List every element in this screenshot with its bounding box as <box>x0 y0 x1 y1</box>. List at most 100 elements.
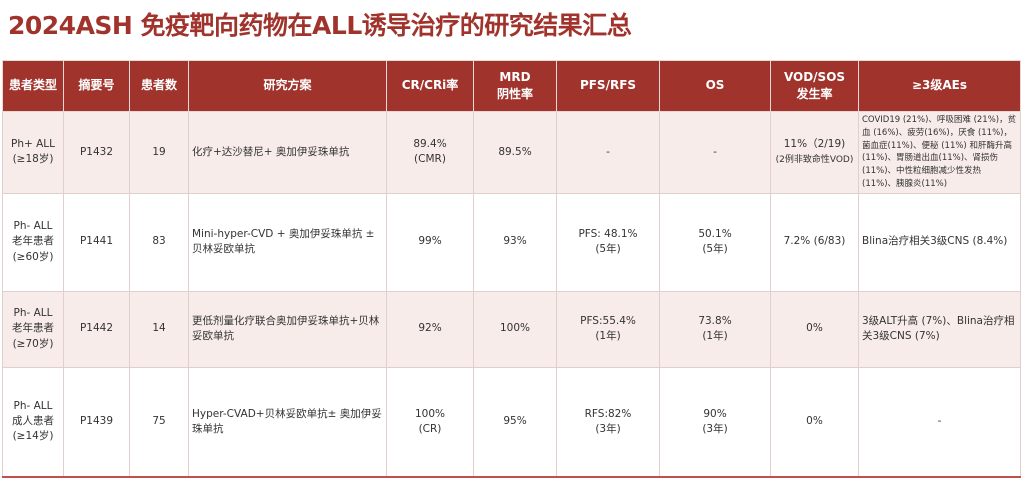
vod-cell: 0% <box>770 366 859 478</box>
mrd-cell: 100% <box>473 290 557 368</box>
patient-count-cell: 19 <box>129 111 189 194</box>
patient-type-cell-text: (≥14岁) <box>12 430 54 443</box>
mrd-cell-text: 100% <box>499 322 531 335</box>
results-table: 患者类型 摘要号 患者数 研究方案 CR/CRi率 MRD 阴性率 PFS/RFS OS VOD/… <box>2 60 1021 478</box>
header-mrd-rate: MRD 阴性率 <box>473 60 557 112</box>
patient-type-cell-text: (≥18岁) <box>12 153 54 166</box>
patient-type-cell-text: (≥70岁) <box>12 337 54 350</box>
aes-cell: - <box>858 366 1021 478</box>
pfs-cell-text: (5年) <box>595 243 621 255</box>
regimen-cell-text: 更低剂量化疗联合奥加伊妥珠单抗+贝林妥欧单抗 <box>192 314 380 342</box>
pfs-cell: PFS: 48.1% (5年) <box>556 192 660 292</box>
patient-type-cell-text: Ph- ALL <box>13 307 53 320</box>
vod-cell-text: 7.2% (6/83) <box>783 235 846 248</box>
os-cell-text: 90% <box>703 407 727 420</box>
pfs-cell: RFS:82% (3年) <box>556 366 660 478</box>
header-row: 患者类型 摘要号 患者数 研究方案 CR/CRi率 MRD 阴性率 PFS/RFS OS VOD/… <box>2 60 1021 112</box>
pfs-cell: PFS:55.4% (1年) <box>556 290 660 368</box>
os-cell: 73.8% (1年) <box>659 290 771 368</box>
abstract-cell-text: P1442 <box>79 322 114 335</box>
vod-cell-text: 11%（2/19) <box>783 138 846 151</box>
aes-cell: COVID19 (21%)、呼吸困难 (21%)，贫血 (16%)、疲劳(16%… <box>858 111 1021 194</box>
header-grade3-aes: ≥3级AEs <box>858 60 1021 112</box>
vod-cell: 7.2% (6/83) <box>770 192 859 292</box>
mrd-cell: 89.5% <box>473 111 557 194</box>
patient-count-cell-text: 83 <box>152 235 166 248</box>
header-pfs-rfs: PFS/RFS <box>556 60 660 112</box>
pfs-cell-text: (1年) <box>595 330 621 342</box>
os-cell: 90% (3年) <box>659 366 771 478</box>
patient-count-cell-text: 19 <box>152 145 166 158</box>
regimen-cell-text: 化疗+达沙替尼+ 奥加伊妥珠单抗 <box>192 145 350 158</box>
pfs-cell-text: - <box>606 145 610 158</box>
os-cell-text: (1年) <box>702 330 728 342</box>
os-cell-text: 50.1% <box>698 227 732 240</box>
regimen-cell-text: Hyper-CVAD+贝林妥欧单抗± 奥加伊妥珠单抗 <box>192 407 382 435</box>
mrd-cell: 95% <box>473 366 557 478</box>
os-cell-text: (5年) <box>702 243 728 255</box>
patient-count-cell: 14 <box>129 290 189 368</box>
patient-type-cell-text: 老年患者 <box>12 322 54 335</box>
table-row: Ph- ALL 老年患者 (≥60岁) P1441 83 Mini-hyper-CVD +… <box>2 192 1021 292</box>
aes-cell-text: Blina治疗相关3级CNS (8.4%) <box>862 235 1008 248</box>
table-row: Ph+ ALL (≥18岁) P1432 19 化疗+达沙替尼+ 奥加伊妥珠单抗 89.4… <box>2 111 1021 194</box>
header-cr-rate: CR/CRi率 <box>386 60 474 112</box>
pfs-cell-text: RFS:82% <box>584 407 632 420</box>
patient-count-cell: 83 <box>129 192 189 292</box>
mrd-cell: 93% <box>473 192 557 292</box>
os-cell: 50.1% (5年) <box>659 192 771 292</box>
aes-cell-text: - <box>937 415 942 428</box>
page-title: 2024ASH 免疫靶向药物在ALL诱导治疗的研究结果汇总 <box>8 11 632 40</box>
regimen-cell-text: Mini-hyper-CVD + 奥加伊妥珠单抗 ± 贝林妥欧单抗 <box>192 227 375 255</box>
pfs-cell-text: (3年) <box>595 422 621 435</box>
header-patient-count: 患者数 <box>129 60 189 112</box>
abstract-cell-text: P1441 <box>79 235 114 248</box>
os-cell-text: (3年) <box>702 422 728 435</box>
aes-cell-text: 3级ALT升高 (7%)、Blina治疗相关3级CNS (7%) <box>862 314 1015 342</box>
vod-cell: 11%（2/19) (2例非致命性VOD) <box>770 111 859 194</box>
patient-type-cell: Ph- ALL 老年患者 (≥60岁) <box>2 192 64 292</box>
cr-cell-text: 99% <box>418 235 442 248</box>
regimen-cell: Hyper-CVAD+贝林妥欧单抗± 奥加伊妥珠单抗 <box>188 366 387 478</box>
header-abstract-no: 摘要号 <box>63 60 130 112</box>
os-cell-text: - <box>713 145 717 158</box>
vod-cell-text: 0% <box>806 415 823 428</box>
cr-cell: 99% <box>386 192 474 292</box>
patient-type-cell-text: Ph- ALL <box>13 220 53 233</box>
cr-cell: 92% <box>386 290 474 368</box>
os-cell: - <box>659 111 771 194</box>
mrd-cell-text: 95% <box>503 415 527 428</box>
aes-cell: Blina治疗相关3级CNS (8.4%) <box>858 192 1021 292</box>
vod-cell-text: (2例非致命性VOD) <box>775 155 854 166</box>
patient-type-cell-text: (≥60岁) <box>12 250 54 263</box>
cr-cell-text: (CMR) <box>414 153 446 166</box>
pfs-cell: - <box>556 111 660 194</box>
patient-type-cell: Ph- ALL 成人患者 (≥14岁) <box>2 366 64 478</box>
abstract-cell-text: P1439 <box>79 415 114 428</box>
header-vod-sos: VOD/SOS 发生率 <box>770 60 859 112</box>
os-cell-text: 73.8% <box>698 314 732 327</box>
cr-cell-text: 100% <box>414 407 446 420</box>
cr-cell-text: 89.4% <box>413 138 447 151</box>
patient-type-cell: Ph- ALL 老年患者 (≥70岁) <box>2 290 64 368</box>
regimen-cell: Mini-hyper-CVD + 奥加伊妥珠单抗 ± 贝林妥欧单抗 <box>188 192 387 292</box>
patient-type-cell: Ph+ ALL (≥18岁) <box>2 111 64 194</box>
vod-cell: 0% <box>770 290 859 368</box>
header-os: OS <box>659 60 771 112</box>
regimen-cell: 化疗+达沙替尼+ 奥加伊妥珠单抗 <box>188 111 387 194</box>
pfs-cell-text: PFS:55.4% <box>580 314 636 327</box>
aes-cell: 3级ALT升高 (7%)、Blina治疗相关3级CNS (7%) <box>858 290 1021 368</box>
patient-type-cell-text: 成人患者 <box>12 415 54 428</box>
cr-cell: 100% (CR) <box>386 366 474 478</box>
pfs-cell-text: PFS: 48.1% <box>578 227 638 240</box>
aes-cell-text: COVID19 (21%)、呼吸困难 (21%)，贫血 (16%)、疲劳(16%… <box>862 115 1017 189</box>
vod-cell-text: 0% <box>806 322 823 335</box>
mrd-cell-text: 93% <box>503 235 527 248</box>
abstract-cell: P1432 <box>63 111 130 194</box>
patient-count-cell-text: 75 <box>152 415 166 428</box>
patient-count-cell: 75 <box>129 366 189 478</box>
abstract-cell: P1439 <box>63 366 130 478</box>
abstract-cell: P1441 <box>63 192 130 292</box>
regimen-cell: 更低剂量化疗联合奥加伊妥珠单抗+贝林妥欧单抗 <box>188 290 387 368</box>
patient-type-cell-text: Ph+ ALL <box>10 138 55 151</box>
